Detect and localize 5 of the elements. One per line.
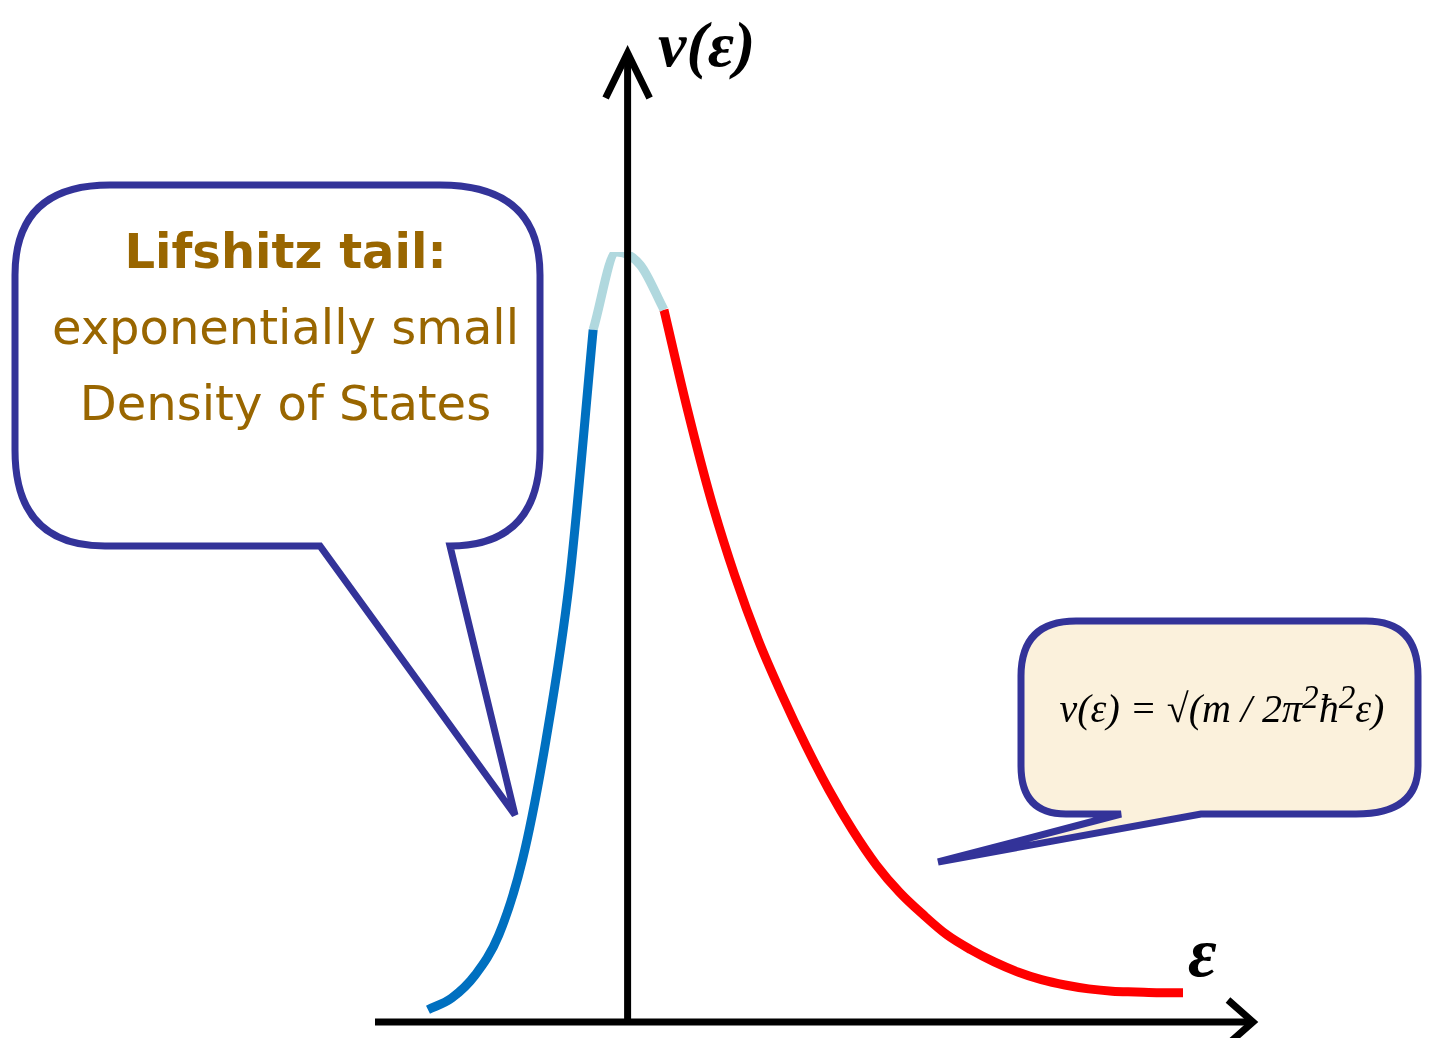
annotation: exponentially small Density of States <box>50 298 521 433</box>
annotation: Lifshitz tail: <box>123 222 448 281</box>
annotation: ν(ε) = √(m / 2π$^{2}$ħ$^{2}$ε) <box>1058 678 1386 733</box>
y-axis-title: ν(ε) <box>658 8 756 82</box>
x-axis-title: ε <box>1188 913 1217 993</box>
